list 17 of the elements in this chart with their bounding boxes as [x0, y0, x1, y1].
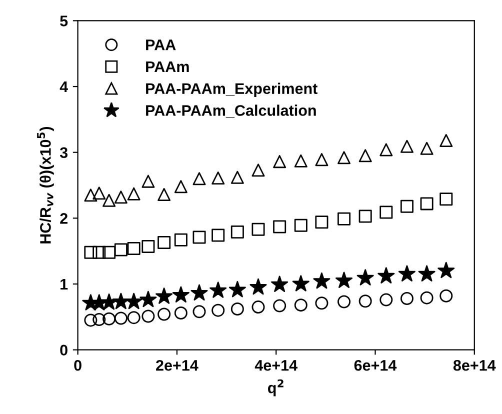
- y-tick-label: 5: [60, 16, 68, 26]
- x-axis-title: q$^{2}$: [268, 379, 284, 396]
- y-tick-label: 0: [60, 344, 68, 356]
- y-tick-label: 2: [60, 213, 68, 224]
- x-tick-label: 2e+14: [156, 360, 198, 371]
- x-tick-label: 0: [74, 360, 82, 371]
- x-tick-label: 8e+14: [453, 360, 496, 371]
- legend-label: PAA: [146, 40, 176, 50]
- legend-label: PAAm: [146, 61, 189, 72]
- x-tick-label: 4e+14: [254, 360, 298, 371]
- y-tick-label: 4: [60, 82, 68, 92]
- y-tick-label: 1: [60, 279, 68, 290]
- y-axis-title: HC/R$_{vv}$ (θ)(x10$^{5}$): [37, 126, 54, 244]
- y-tick-label: 3: [60, 147, 68, 158]
- x-tick-label: 6e+14: [354, 360, 397, 371]
- legend-label: PAA-PAAm_Experiment: [146, 82, 318, 98]
- legend-label: PAA-PAAm_Calculation: [146, 104, 316, 118]
